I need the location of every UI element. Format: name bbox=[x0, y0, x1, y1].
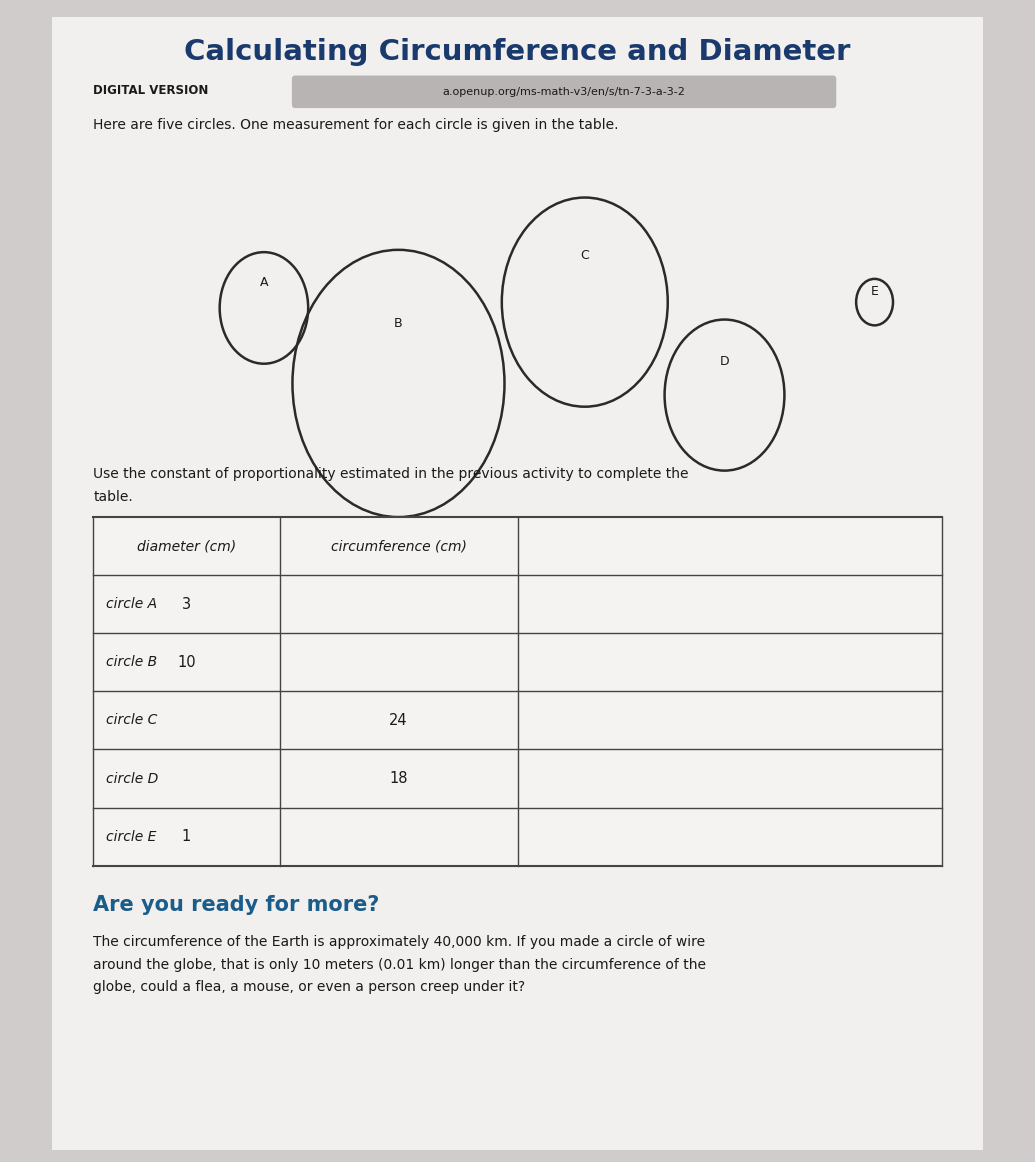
FancyBboxPatch shape bbox=[52, 17, 983, 1150]
Text: Calculating Circumference and Diameter: Calculating Circumference and Diameter bbox=[184, 38, 851, 66]
Text: diameter (cm): diameter (cm) bbox=[137, 539, 236, 553]
Text: Are you ready for more?: Are you ready for more? bbox=[93, 895, 380, 914]
Text: circle B: circle B bbox=[106, 655, 156, 669]
Text: circle E: circle E bbox=[106, 830, 156, 844]
Text: 3: 3 bbox=[182, 597, 191, 611]
Text: D: D bbox=[719, 354, 730, 367]
Text: 24: 24 bbox=[389, 713, 408, 727]
Text: DIGITAL VERSION: DIGITAL VERSION bbox=[93, 84, 208, 98]
Text: E: E bbox=[870, 285, 879, 299]
Text: circle D: circle D bbox=[106, 772, 157, 786]
Text: circle A: circle A bbox=[106, 597, 156, 611]
Bar bbox=[93, 517, 942, 866]
Text: C: C bbox=[581, 249, 589, 261]
Text: Here are five circles. One measurement for each circle is given in the table.: Here are five circles. One measurement f… bbox=[93, 119, 619, 132]
Text: circumference (cm): circumference (cm) bbox=[331, 539, 467, 553]
Text: a.openup.org/ms-math-v3/en/s/tn-7-3-a-3-2: a.openup.org/ms-math-v3/en/s/tn-7-3-a-3-… bbox=[443, 87, 685, 96]
Text: 18: 18 bbox=[389, 772, 408, 786]
Text: 10: 10 bbox=[177, 655, 196, 669]
Text: Use the constant of proportionality estimated in the previous activity to comple: Use the constant of proportionality esti… bbox=[93, 467, 688, 481]
Text: A: A bbox=[260, 277, 268, 289]
Text: The circumference of the Earth is approximately 40,000 km. If you made a circle : The circumference of the Earth is approx… bbox=[93, 935, 706, 994]
Text: table.: table. bbox=[93, 490, 132, 504]
Text: 1: 1 bbox=[182, 830, 191, 844]
Text: circle C: circle C bbox=[106, 713, 157, 727]
FancyBboxPatch shape bbox=[292, 76, 836, 108]
Text: B: B bbox=[394, 317, 403, 330]
